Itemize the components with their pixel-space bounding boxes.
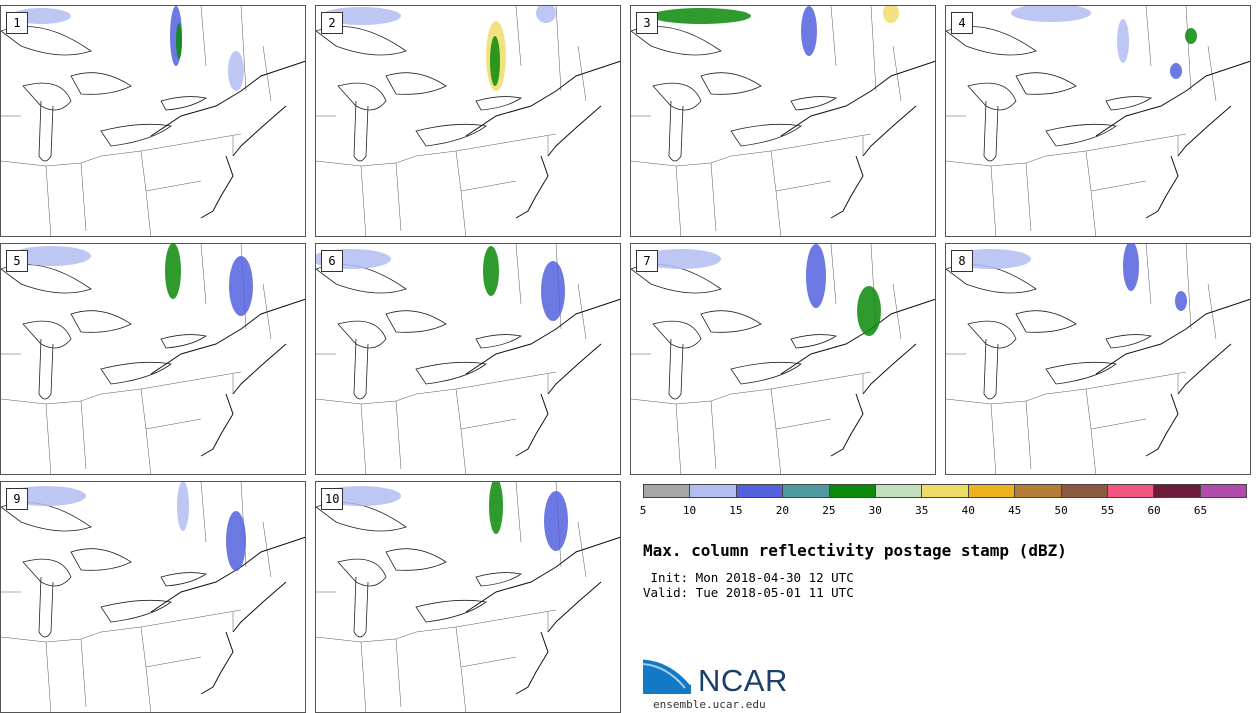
colorbar-tick-label: 20 — [775, 504, 789, 517]
colorbar-segment — [690, 485, 737, 497]
figure-title: Max. column reflectivity postage stamp (… — [643, 541, 1067, 560]
colorbar-segment — [968, 485, 1016, 497]
echo-blob — [1185, 28, 1197, 44]
postage-stamp-panel: 1 — [0, 5, 306, 237]
postage-stamp-panel: 9 — [0, 481, 306, 713]
postage-stamp-panel: 7 — [630, 243, 936, 475]
echo-blob — [229, 256, 253, 316]
member-label: 8 — [951, 250, 973, 272]
colorbar-tick-label: 25 — [822, 504, 836, 517]
member-label: 3 — [636, 12, 658, 34]
echo-blob — [11, 246, 91, 266]
colorbar-tick-label: 10 — [682, 504, 697, 517]
colorbar-segment — [1015, 485, 1062, 497]
echo-blob — [177, 482, 189, 531]
echo-blob — [806, 244, 826, 308]
colorbar-segment — [1200, 485, 1247, 497]
echo-blob — [536, 6, 556, 23]
echo-blob — [1175, 291, 1187, 311]
echo-blob — [857, 286, 881, 336]
echo-blob — [1011, 6, 1091, 22]
echo-blob — [544, 491, 568, 551]
valid-time: Valid: Tue 2018-05-01 11 UTC — [643, 585, 854, 600]
site-url: ensemble.ucar.edu — [653, 698, 766, 711]
basemap — [631, 244, 935, 474]
member-label: 4 — [951, 12, 973, 34]
echo-blob — [541, 261, 565, 321]
postage-stamp-panel: 4 — [945, 5, 1251, 237]
echo-blob — [883, 6, 899, 23]
colorbar-segment — [875, 485, 923, 497]
colorbar-segment — [644, 485, 691, 497]
basemap — [316, 244, 620, 474]
colorbar-tick-label: 60 — [1147, 504, 1161, 517]
echo-blob — [483, 246, 499, 296]
member-label: 7 — [636, 250, 658, 272]
basemap — [946, 244, 1250, 474]
postage-stamp-panel: 6 — [315, 243, 621, 475]
echo-blob — [801, 6, 817, 56]
basemap — [1, 244, 305, 474]
colorbar-segment — [922, 485, 969, 497]
echo-blob — [228, 51, 244, 91]
basemap — [1, 6, 305, 236]
postage-stamp-panel: 2 — [315, 5, 621, 237]
colorbar-tick-label: 50 — [1054, 504, 1068, 517]
basemap — [316, 482, 620, 712]
init-time: Init: Mon 2018-04-30 12 UTC — [643, 570, 854, 585]
member-label: 2 — [321, 12, 343, 34]
colorbar-tick-label: 55 — [1100, 504, 1115, 517]
colorbar-segment — [1061, 485, 1108, 497]
reflectivity-colorbar — [643, 484, 1247, 498]
basemap — [946, 6, 1250, 236]
ncar-logo-text: NCAR — [698, 663, 788, 698]
colorbar-tick-label: 40 — [961, 504, 975, 517]
echo-blob — [651, 8, 751, 24]
colorbar-segment — [1154, 485, 1201, 497]
member-label: 9 — [6, 488, 28, 510]
postage-stamp-panel: 5 — [0, 243, 306, 475]
echo-blob — [1123, 244, 1139, 291]
echo-blob — [1117, 19, 1129, 63]
echo-blob — [641, 249, 721, 269]
postage-stamp-panel: 3 — [630, 5, 936, 237]
colorbar-tick-label: 45 — [1008, 504, 1022, 517]
ncar-logo-icon — [643, 656, 693, 694]
echo-blob — [165, 244, 181, 299]
colorbar-segment — [783, 485, 830, 497]
echo-blob — [490, 36, 500, 86]
colorbar-tick-label: 15 — [729, 504, 743, 517]
colorbar-tick-label: 65 — [1193, 504, 1208, 517]
colorbar-tick-label: 5 — [639, 504, 647, 517]
postage-stamp-panel: 10 — [315, 481, 621, 713]
basemap — [316, 6, 620, 236]
colorbar-tick-label: 30 — [868, 504, 882, 517]
member-label: 10 — [321, 488, 344, 510]
colorbar-ticks: 5 10 15 20 25 30 35 40 45 50 55 60 65 — [639, 504, 1247, 518]
basemap — [1, 482, 305, 712]
echo-blob — [176, 23, 182, 59]
echo-blob — [489, 482, 503, 534]
colorbar-tick-label: 35 — [915, 504, 929, 517]
colorbar-segment — [736, 485, 784, 497]
colorbar-segment — [829, 485, 876, 497]
echo-blob — [1170, 63, 1182, 79]
member-label: 1 — [6, 12, 28, 34]
postage-stamp-panel: 8 — [945, 243, 1251, 475]
echo-blob — [226, 511, 246, 571]
member-label: 6 — [321, 250, 343, 272]
colorbar-segment — [1107, 485, 1155, 497]
basemap — [631, 6, 935, 236]
member-label: 5 — [6, 250, 28, 272]
